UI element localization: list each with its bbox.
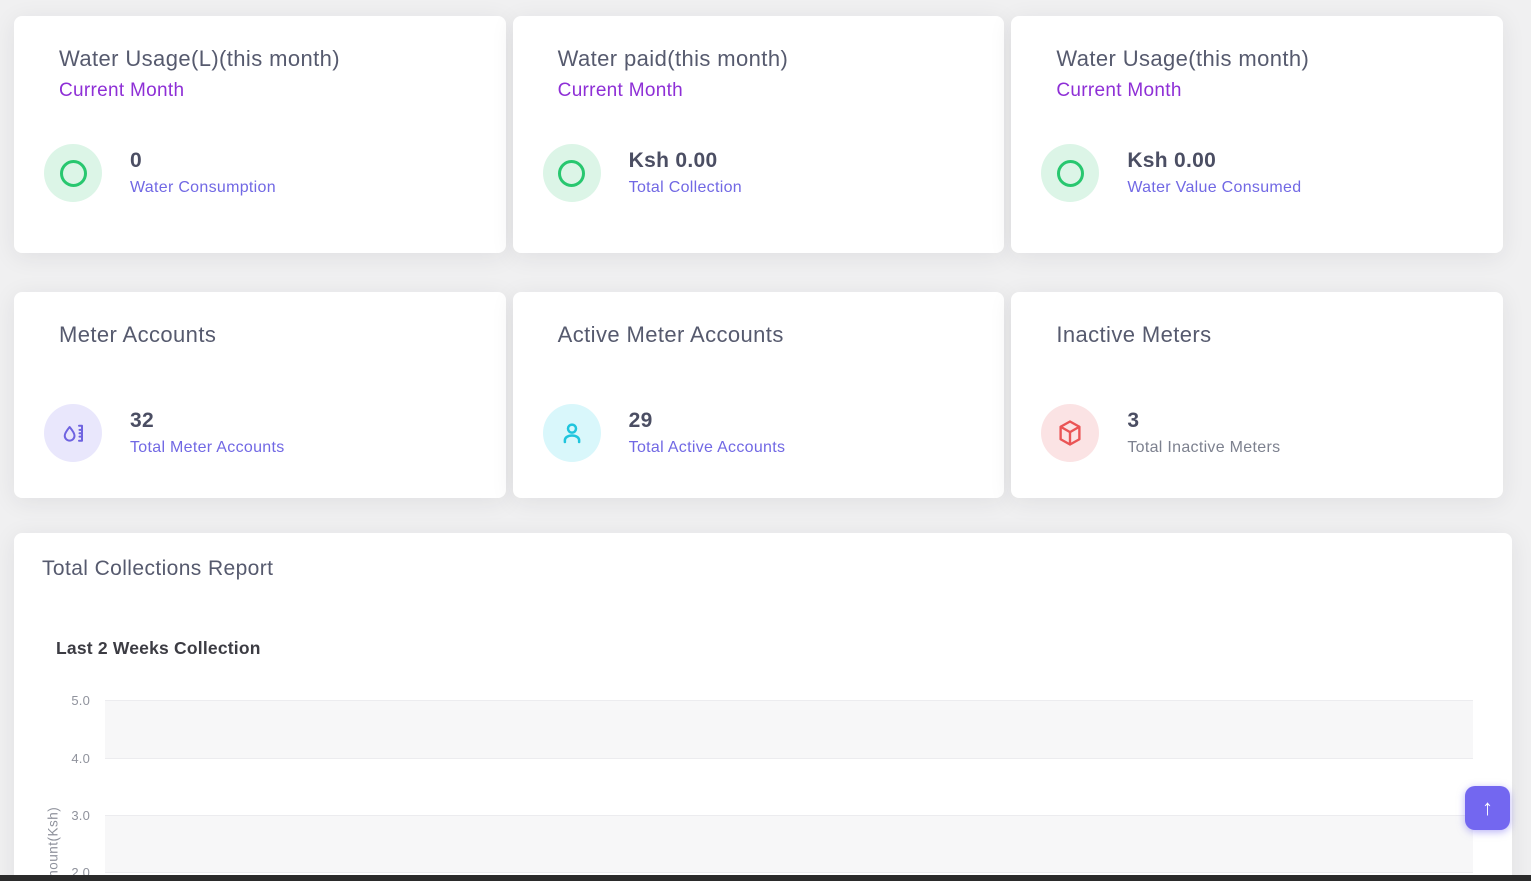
stat-value: 32 (130, 409, 154, 432)
plot-band (105, 815, 1473, 872)
water-meter-icon (44, 404, 102, 462)
card-inactive-meters: Inactive Meters 3 Total Inactive Meters (1011, 292, 1504, 498)
stat-value: 29 (628, 409, 653, 432)
ring-icon (1041, 144, 1100, 202)
gridline (105, 758, 1473, 759)
stat-cards-row-2: Meter Accounts 32 Total Meter Accounts A… (14, 292, 1504, 498)
card-subtitle: Current Month (59, 80, 185, 101)
stat-cards-row-1: Water Usage(L)(this month) Current Month… (14, 16, 1504, 253)
card-subtitle: Current Month (1056, 80, 1182, 101)
chart-title: Last 2 Weeks Collection (56, 638, 261, 658)
card-title: Water Usage(this month) (1056, 46, 1310, 71)
card-active-meter-accounts: Active Meter Accounts 29 Total Active Ac… (512, 292, 1005, 498)
stat-row: 0 Water Consumption (44, 144, 276, 202)
report-title: Total Collections Report (42, 557, 274, 580)
card-subtitle: Current Month (557, 80, 684, 101)
gridline (105, 815, 1473, 816)
card-title: Water Usage(L)(this month) (59, 46, 340, 71)
scroll-to-top-button[interactable]: ↑ (1465, 786, 1510, 830)
y-tick-label: 3.0 (71, 808, 90, 823)
stat-row: 29 Total Active Accounts (542, 404, 786, 462)
plot-band (105, 701, 1473, 758)
person-icon (542, 404, 601, 462)
gridline (105, 872, 1473, 873)
stat-label: Total Inactive Meters (1127, 439, 1281, 456)
arrow-up-icon: ↑ (1482, 795, 1493, 820)
card-water-usage-value: Water Usage(this month) Current Month Ks… (1011, 16, 1504, 253)
card-title: Inactive Meters (1056, 322, 1212, 347)
stat-label: Total Active Accounts (628, 439, 786, 456)
ring-icon (542, 144, 601, 202)
stat-row: Ksh 0.00 Total Collection (542, 144, 742, 202)
card-water-usage-liters: Water Usage(L)(this month) Current Month… (14, 16, 506, 253)
collections-chart: 5.0 4.0 3.0 2.0 Amount(Ksh) (14, 533, 1512, 881)
ring-icon (44, 144, 102, 202)
stat-value: Ksh 0.00 (1127, 149, 1217, 172)
card-title: Active Meter Accounts (557, 322, 784, 347)
y-axis-label: Amount(Ksh) (45, 806, 61, 881)
y-tick-label: 5.0 (71, 693, 90, 708)
stat-value: 3 (1127, 409, 1140, 432)
stat-value: Ksh 0.00 (628, 149, 718, 172)
card-title: Meter Accounts (59, 322, 217, 347)
viewport-bottom-strip (0, 875, 1531, 881)
stat-row: 32 Total Meter Accounts (44, 404, 285, 462)
stat-row: 3 Total Inactive Meters (1041, 404, 1280, 462)
cube-icon (1041, 404, 1100, 462)
stat-label: Water Consumption (130, 179, 276, 196)
stat-row: Ksh 0.00 Water Value Consumed (1041, 144, 1301, 202)
stat-label: Water Value Consumed (1127, 179, 1302, 196)
stat-value: 0 (130, 149, 142, 172)
stat-label: Total Collection (628, 179, 742, 196)
y-tick-label: 4.0 (71, 751, 90, 766)
total-collections-report-card: Total Collections Report Last 2 Weeks Co… (14, 533, 1512, 881)
gridline (105, 700, 1473, 701)
card-title: Water paid(this month) (557, 46, 789, 71)
card-water-paid: Water paid(this month) Current Month Ksh… (512, 16, 1005, 253)
card-meter-accounts: Meter Accounts 32 Total Meter Accounts (14, 292, 506, 498)
stat-label: Total Meter Accounts (130, 439, 285, 456)
